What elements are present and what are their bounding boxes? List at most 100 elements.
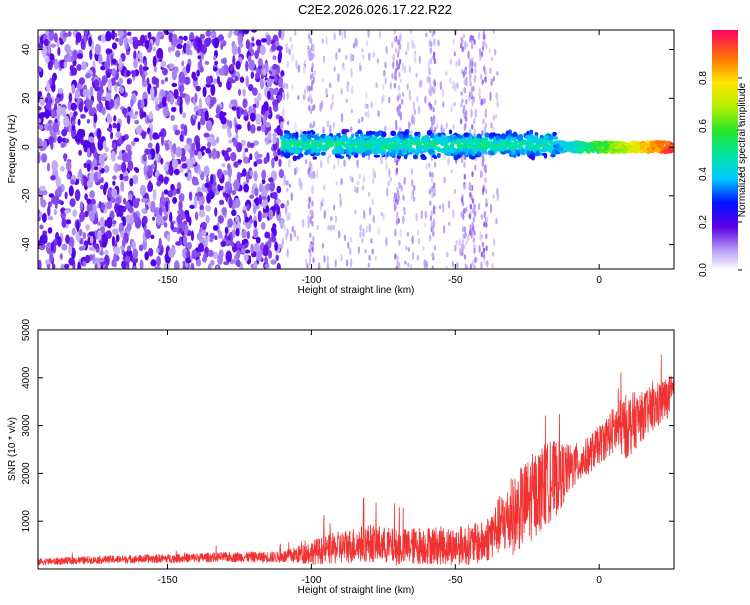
spectrogram-cell-1185 [245,60,249,72]
spectrogram-cell-3266 [413,135,418,143]
spectrogram-cell-1768 [420,209,423,220]
spectrogram-cell-2057 [496,187,499,196]
spectrogram-cell-823 [167,190,173,198]
spectrogram-cell-3181 [544,144,551,148]
spectrogram-cell-3319 [344,135,348,141]
spectrogram-cell-2005 [302,65,306,74]
spectrogram-cell-1415 [48,30,55,41]
spectrogram-cell-1714 [291,53,294,62]
spectrogram-cell-994 [275,198,281,204]
spectrogram-cell-2438 [480,251,484,258]
spectrogram-cell-1021 [173,88,179,100]
spectrogram-cell-921 [174,50,181,58]
spectrogram-cell-1446 [83,162,88,169]
spectrogram-cell-3001 [414,131,419,137]
spectrogram-cell-584 [226,119,230,127]
spectrogram-cell-1250 [168,248,175,259]
spectrogram-cell-1172 [198,168,202,176]
spectrogram-cell-2194 [395,60,399,66]
spectrogram-cell-2077 [358,173,361,180]
spectrogram-cell-3338 [320,134,325,139]
spectrogram-x-tick-label-1: -100 [301,275,321,286]
spectrogram-cell-1812 [453,51,456,57]
spectrogram-cell-3031 [453,136,458,141]
spectrogram-cell-1805 [339,197,342,208]
spectrogram-cell-2449 [480,170,483,177]
spectrogram-cell-312 [178,200,183,212]
spectrogram-cell-1167 [105,30,112,42]
spectrogram-cell-3207 [297,141,301,146]
spectrogram-cell-254 [39,224,44,230]
spectrogram-cell-1457 [176,214,183,225]
spectrogram-cell-2704 [420,154,426,158]
spectrogram-cell-2073 [365,225,369,234]
snr-panel: -150 -100 -50 0 1000 2000 3000 4000 5000 Height… [7,318,675,596]
spectrogram-cell-3107 [500,133,507,140]
spectrogram-cell-1224 [118,86,125,94]
spectrogram-cell-1409 [166,233,171,242]
spectrogram-cell-2279 [433,244,437,251]
spectrogram-cell-2387 [473,211,477,217]
spectrogram-cell-1311 [59,253,63,260]
spectrogram-cell-3320 [436,152,441,159]
spectrogram-cell-3306 [532,148,538,153]
spectrogram-cell-3259 [516,134,524,142]
spectrogram-cell-1652 [483,257,486,267]
spectrogram-cell-1884 [349,175,352,182]
spectrogram-cell-3279 [366,150,373,155]
spectrogram-cell-2337 [463,183,466,190]
spectrogram-cell-3321 [547,136,554,141]
spectrogram-cell-1238 [113,253,117,264]
spectrogram-cell-2182 [396,189,400,196]
spectrogram-cell-2086 [370,101,373,109]
spectrogram-cell-1515 [61,217,67,229]
spectrogram-cell-1504 [263,212,269,218]
spectrogram-cell-1645 [418,55,421,64]
spectrogram-cell-579 [132,38,139,50]
spectrogram-cell-1485 [101,106,106,116]
spectrogram-cell-1897 [401,92,405,97]
spectrogram-cell-1107 [83,174,87,187]
spectrogram-cell-1048 [221,206,227,216]
spectrogram-cell-3258 [437,132,442,137]
spectrogram-cell-1643 [295,166,299,173]
colorbar: 0.0 0.2 0.4 0.6 0.8 Normalized spectral ampl… [698,30,748,277]
spectrogram-cell-3126 [430,132,435,139]
spectrogram-cell-1616 [388,168,391,178]
spectrogram-cell-127 [138,244,144,252]
spectrogram-cell-437 [188,191,193,202]
spectrogram-cell-3127 [283,133,290,139]
spectrogram-cell-902 [223,64,229,76]
spectrogram-cell-598 [220,42,224,50]
spectrogram-cell-1948 [321,242,325,249]
spectrogram-cell-1269 [47,42,51,55]
spectrogram-cell-1981 [447,200,451,209]
spectrogram-cell-1965 [325,87,328,96]
spectrogram-cell-1932 [399,228,402,238]
spectrogram-cell-1818 [435,124,439,130]
spectrogram-cell-3310 [489,140,493,146]
spectrogram-cell-3201 [312,144,317,151]
spectrogram-cell-2299 [462,208,466,215]
spectrogram-cell-2031 [333,123,336,129]
spectrogram-cell-426 [182,112,187,119]
spectrogram-cell-653 [55,176,61,188]
spectrogram-cell-1202 [39,185,46,192]
spectrogram-cell-1482 [93,79,99,88]
spectrogram-cell-2095 [334,215,338,224]
spectrogram-cell-768 [158,237,162,250]
spectrogram-cell-2971 [512,149,516,156]
spectrogram-cell-3316 [489,146,495,151]
spectrogram-cell-763 [89,86,94,98]
spectrogram-cell-2428 [482,118,485,125]
spectrogram-cell-2262 [433,128,436,135]
spectrogram-cell-631 [231,229,236,238]
spectrogram-cell-78 [112,175,117,180]
spectrogram-cell-1962 [286,187,289,193]
spectrogram-cell-2148 [310,173,314,180]
spectrogram-cell-3241 [549,145,554,150]
spectrogram-cell-1526 [99,251,104,256]
spectrogram-cell-1435 [70,179,76,185]
spectrogram-cell-2278 [432,119,435,125]
spectrogram-cell-1416 [259,79,265,90]
